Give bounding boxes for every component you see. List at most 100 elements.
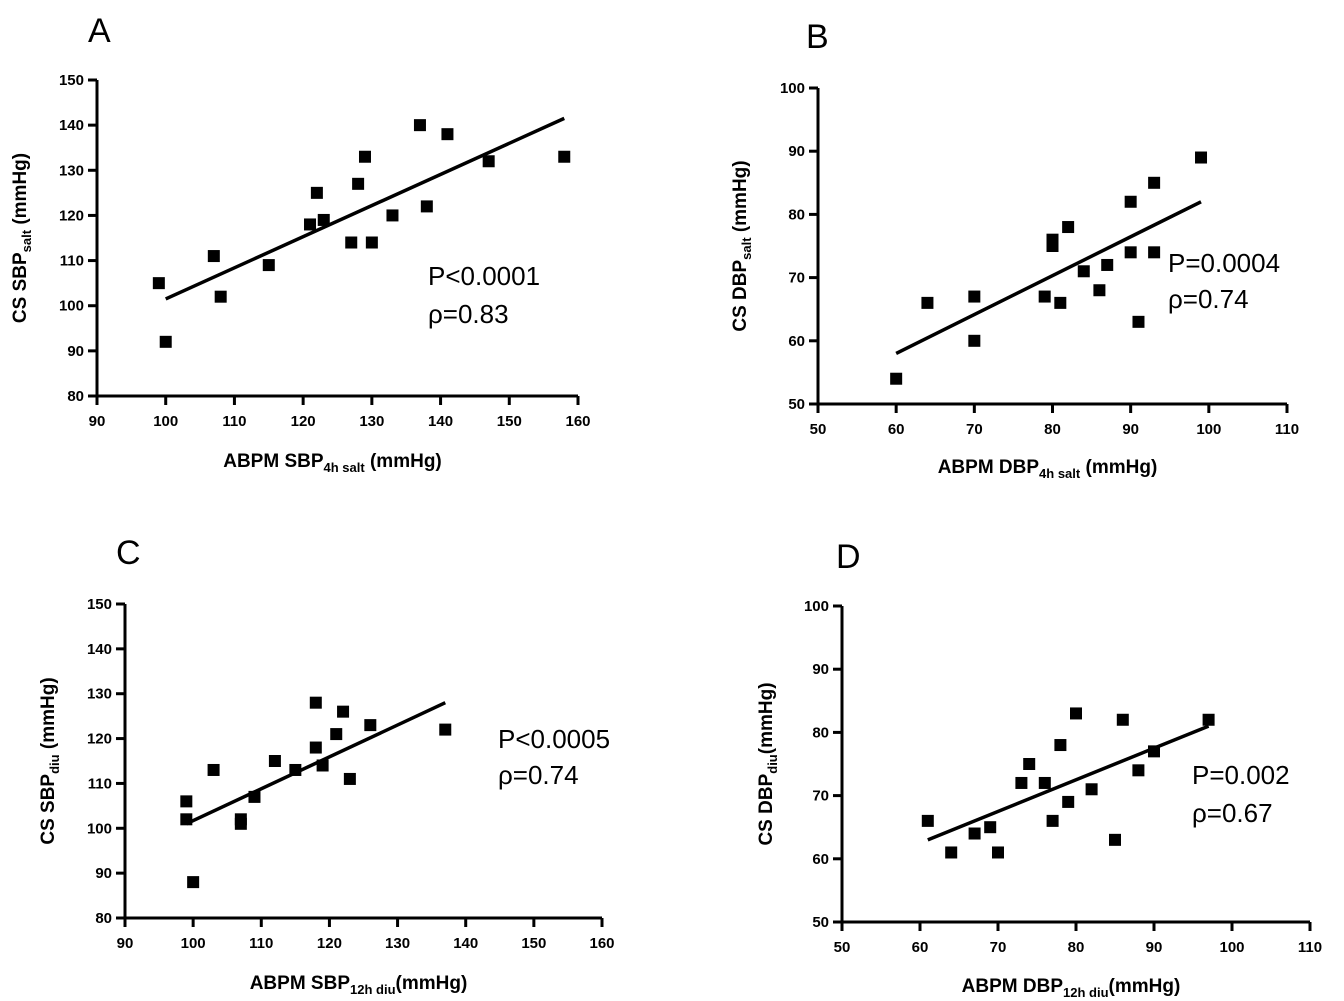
rho-label: ρ=0.74 <box>1168 284 1249 314</box>
x-tick-label: 80 <box>1044 421 1061 438</box>
x-tick-label: 90 <box>117 935 134 952</box>
x-tick-label: 90 <box>1122 421 1139 438</box>
x-tick-label: 90 <box>89 413 106 430</box>
data-point <box>352 177 365 190</box>
data-point <box>968 334 981 347</box>
y-tick-label: 60 <box>788 333 805 350</box>
data-point <box>1195 151 1208 164</box>
x-axis-title-unit: (mmHg) <box>1109 976 1181 997</box>
y-tick-label: 100 <box>804 598 829 615</box>
data-point <box>262 259 275 272</box>
y-tick-label: 100 <box>87 820 112 837</box>
data-point <box>330 728 343 741</box>
y-tick-label: 90 <box>95 865 112 882</box>
data-point <box>1202 713 1215 726</box>
panel-letter: D <box>836 538 861 576</box>
regression-line <box>185 701 447 826</box>
y-axis-title-subscript: diu <box>765 754 780 774</box>
y-tick-label: 60 <box>812 851 829 868</box>
data-point <box>343 772 356 785</box>
data-point <box>180 813 193 826</box>
x-tick-label: 80 <box>1068 939 1085 956</box>
data-point <box>214 290 227 303</box>
data-point <box>1054 296 1067 309</box>
data-point <box>1109 833 1121 846</box>
y-tick-label: 100 <box>59 298 84 315</box>
data-point <box>1124 246 1137 259</box>
p-value-label: P=0.0004 <box>1168 248 1280 278</box>
x-tick-label: 110 <box>1275 421 1299 438</box>
y-tick-label: 140 <box>59 117 84 134</box>
x-tick-label: 50 <box>834 939 851 956</box>
data-point <box>364 719 377 732</box>
p-value-label: P<0.0001 <box>428 261 540 291</box>
p-value-label: P<0.0005 <box>498 724 610 754</box>
data-point <box>1116 713 1129 726</box>
data-point <box>289 763 302 776</box>
data-point <box>365 236 378 249</box>
data-point <box>1077 265 1090 278</box>
x-axis-title-main: ABPM DBP <box>962 976 1064 997</box>
data-point <box>207 250 220 263</box>
data-point <box>1132 315 1145 328</box>
y-axis-title-unit: (mmHg) <box>756 682 777 754</box>
y-tick-label: 80 <box>812 724 829 741</box>
panel-letter: B <box>806 18 829 56</box>
data-point <box>316 759 329 772</box>
y-tick-label: 80 <box>67 388 84 405</box>
panel-c: C 90 100 110 120 130 140 150 160 80 90 100 110 120 130… <box>38 534 615 997</box>
regression-line <box>895 200 1202 356</box>
data-point <box>1062 795 1075 808</box>
x-tick-label: 120 <box>291 413 316 430</box>
y-axis-title-main: CS DBP <box>756 773 777 845</box>
y-axis-title-unit: (mmHg) <box>10 153 31 230</box>
y-tick-label: 110 <box>60 253 84 270</box>
x-axis-title-subscript: 12h diu <box>350 982 396 997</box>
panel-a: A 90 100 110 120 130 140 150 160 80 90 100 110 120 130… <box>10 12 591 475</box>
data-point <box>358 150 371 163</box>
y-tick-label: 90 <box>67 343 84 360</box>
data-point <box>1046 233 1059 246</box>
data-point <box>413 119 426 132</box>
x-tick-label: 50 <box>810 421 827 438</box>
data-point <box>1132 764 1145 777</box>
x-tick-label: 160 <box>565 413 590 430</box>
data-point <box>1148 745 1160 758</box>
data-point <box>386 209 399 222</box>
y-tick-label: 70 <box>788 270 805 287</box>
y-tick-label: 80 <box>95 910 112 927</box>
y-tick-label: 100 <box>780 80 805 97</box>
x-tick-label: 70 <box>990 939 1007 956</box>
data-point <box>441 128 454 141</box>
data-point <box>248 790 261 803</box>
x-tick-label: 150 <box>497 413 522 430</box>
regression-line <box>164 116 565 301</box>
x-tick-label: 150 <box>521 935 546 952</box>
y-axis-title-subscript: salt <box>19 229 34 252</box>
x-axis-title-subscript: 12h diu <box>1063 985 1109 1000</box>
y-tick-label: 50 <box>788 396 805 413</box>
y-axis-title-main: CS SBP <box>38 774 59 845</box>
y-tick-label: 120 <box>87 731 112 748</box>
data-point <box>345 236 358 249</box>
data-point <box>1062 221 1075 234</box>
data-point <box>968 290 981 303</box>
y-tick-label: 70 <box>812 788 829 805</box>
x-tick-label: 60 <box>912 939 929 956</box>
data-point <box>1054 739 1067 752</box>
p-value-label: P=0.002 <box>1192 760 1290 790</box>
x-tick-label: 130 <box>359 413 384 430</box>
data-point <box>439 723 452 736</box>
data-point <box>1148 176 1161 189</box>
data-point <box>984 821 997 834</box>
x-tick-label: 100 <box>153 413 178 430</box>
x-tick-label: 60 <box>888 421 905 438</box>
data-point <box>1038 290 1051 303</box>
x-tick-label: 110 <box>249 935 273 952</box>
data-point <box>187 876 200 889</box>
x-axis-title-main: ABPM SBP <box>250 973 351 994</box>
data-point <box>1038 776 1051 789</box>
x-axis-title: ABPM DBP12h diu(mmHg) <box>962 976 1181 1000</box>
y-axis-title: CS DBPsalt (mmHg) <box>730 160 754 331</box>
